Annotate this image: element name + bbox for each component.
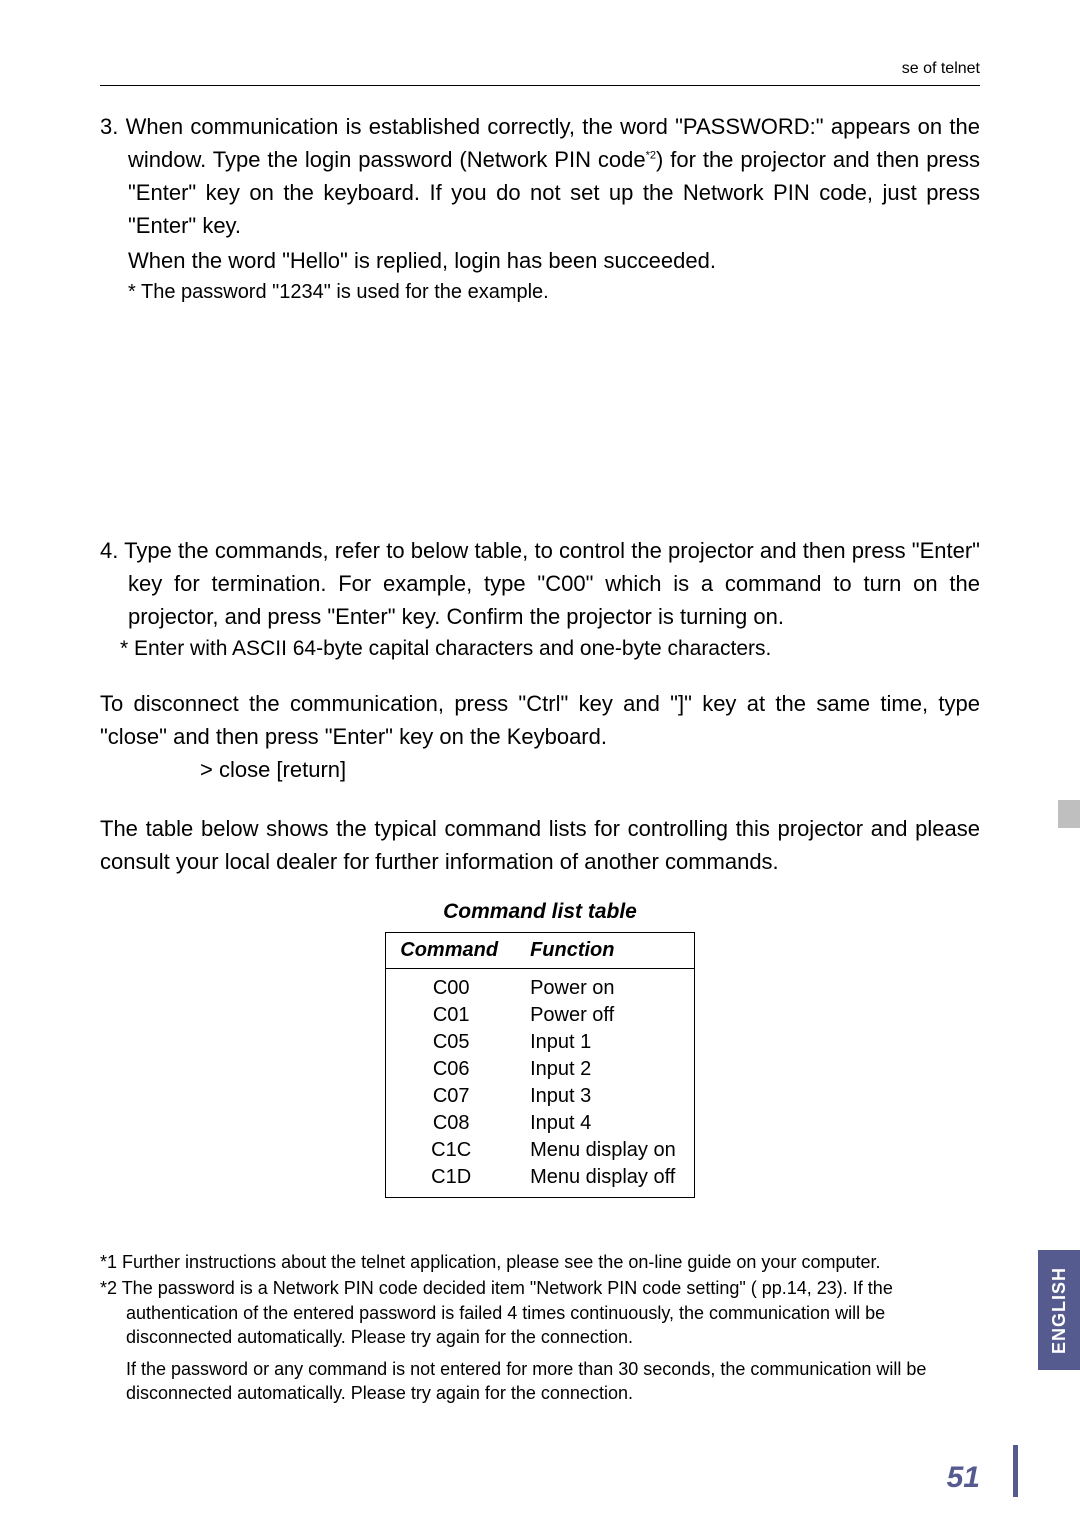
cell-fn: Menu display on <box>516 1137 694 1164</box>
page-number: 51 <box>947 1461 980 1495</box>
table-row: C08 Input 4 <box>386 1110 694 1137</box>
cell-cmd: C05 <box>386 1029 516 1056</box>
step3-note: * The password "1234" is used for the ex… <box>100 281 980 304</box>
table-row: C01 Power off <box>386 1002 694 1029</box>
th-function: Function <box>516 933 694 969</box>
cell-fn: Input 3 <box>516 1083 694 1110</box>
footnote-1: *1 Further instructions about the telnet… <box>100 1250 980 1274</box>
cell-fn: Menu display off <box>516 1164 694 1198</box>
cell-fn: Input 4 <box>516 1110 694 1137</box>
cell-cmd: C00 <box>386 969 516 1003</box>
table-caption: Command list table <box>100 900 980 924</box>
table-header-row: Command Function <box>386 933 694 969</box>
table-row: C00 Power on <box>386 969 694 1003</box>
footnotes-block: *1 Further instructions about the telnet… <box>100 1250 980 1406</box>
table-row: C07 Input 3 <box>386 1083 694 1110</box>
cell-cmd: C1D <box>386 1164 516 1198</box>
cell-cmd: C01 <box>386 1002 516 1029</box>
cell-cmd: C08 <box>386 1110 516 1137</box>
table-row: C05 Input 1 <box>386 1029 694 1056</box>
cell-cmd: C06 <box>386 1056 516 1083</box>
side-gray-tab <box>1058 800 1080 828</box>
table-row: C06 Input 2 <box>386 1056 694 1083</box>
header-right-text: se of telnet <box>902 60 980 78</box>
footnote-3: If the password or any command is not en… <box>100 1357 980 1406</box>
step4-note: * Enter with ASCII 64-byte capital chara… <box>100 637 980 661</box>
table-description: The table below shows the typical comman… <box>100 812 980 878</box>
cell-cmd: C07 <box>386 1083 516 1110</box>
step3-line2: When the word "Hello" is replied, login … <box>100 244 980 277</box>
page-number-bar <box>1013 1445 1018 1497</box>
step4-text: 4. Type the commands, refer to below tab… <box>100 534 980 633</box>
command-table: Command Function C00 Power on C01 Power … <box>385 932 694 1198</box>
table-row: C1C Menu display on <box>386 1137 694 1164</box>
spacer <box>100 304 980 534</box>
step3-sup: *2 <box>646 150 656 162</box>
cell-fn: Input 1 <box>516 1029 694 1056</box>
table-row: C1D Menu display off <box>386 1164 694 1198</box>
th-command: Command <box>386 933 516 969</box>
step3-block: 3. When communication is established cor… <box>100 110 980 242</box>
language-tab: ENGLISH <box>1038 1250 1080 1370</box>
cell-cmd: C1C <box>386 1137 516 1164</box>
footnote-2: *2 The password is a Network PIN code de… <box>100 1276 980 1349</box>
main-content: 3. When communication is established cor… <box>100 110 980 1198</box>
disconnect-text: To disconnect the communication, press "… <box>100 687 980 753</box>
close-return-line: > close [return] <box>100 753 980 786</box>
header-divider <box>100 85 980 86</box>
cell-fn: Power on <box>516 969 694 1003</box>
language-tab-label: ENGLISH <box>1049 1266 1070 1353</box>
cell-fn: Input 2 <box>516 1056 694 1083</box>
cell-fn: Power off <box>516 1002 694 1029</box>
